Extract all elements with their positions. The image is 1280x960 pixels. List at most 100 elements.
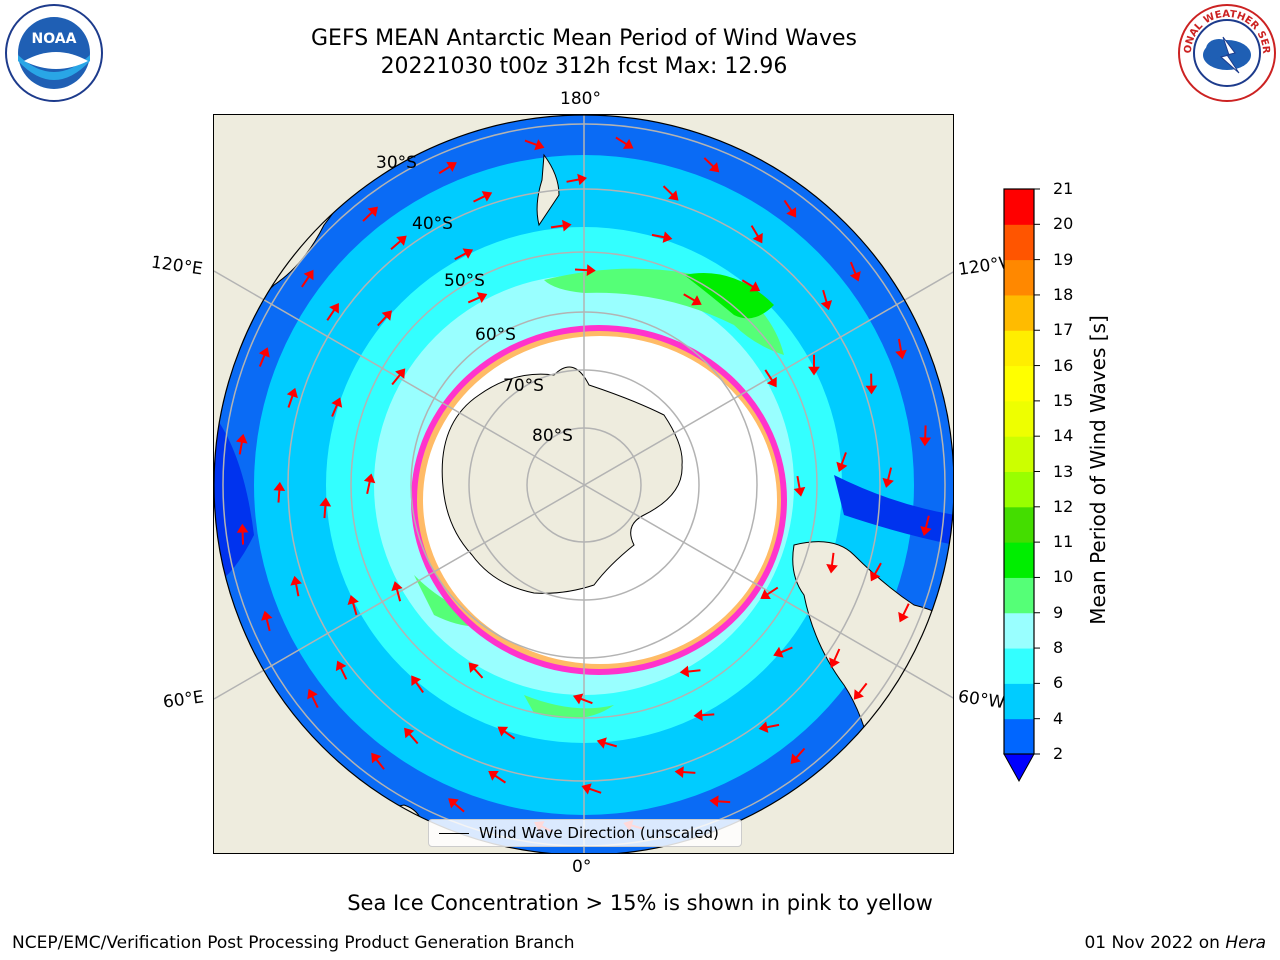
wave-direction-arrow	[319, 497, 332, 519]
colorbar-segment	[1004, 330, 1034, 367]
chart-subtitle: 20221030 t00z 312h fcst Max: 12.96	[380, 54, 788, 79]
wave-direction-arrow	[371, 752, 385, 770]
wave-direction-arrow	[651, 231, 673, 243]
wave-direction-arrow	[390, 235, 407, 251]
wave-period-9-10-west	[414, 575, 504, 627]
colorbar-segment	[1004, 683, 1034, 720]
wave-direction-arrow	[829, 648, 841, 668]
wave-direction-arrow	[448, 798, 465, 813]
wave-direction-arrow	[596, 737, 618, 749]
map-panel: 30°S 40°S 50°S 60°S 70°S 80°S Wind Wave …	[213, 114, 954, 854]
wave-direction-arrow	[895, 338, 907, 360]
wave-direction-arrow	[820, 289, 833, 311]
colorbar-tick-label: 8	[1053, 638, 1064, 658]
lon-label-60E: 60°E	[161, 687, 206, 713]
wave-direction-arrow	[709, 795, 731, 808]
colorbar-segment	[1004, 259, 1034, 296]
credit-line: NCEP/EMC/Verification Post Processing Pr…	[12, 933, 575, 953]
wave-direction-arrow	[550, 219, 572, 232]
colorbar-segment	[1004, 189, 1034, 225]
wave-direction-arrow	[683, 293, 702, 306]
wave-direction-arrow	[808, 354, 820, 376]
meridian-60E-120W	[214, 271, 953, 700]
wave-direction-arrow	[290, 575, 302, 597]
colorbar-segment	[1004, 648, 1034, 684]
lat-label-30S: 30°S	[376, 153, 417, 173]
wave-direction-arrow	[750, 225, 763, 244]
lon-label-120E: 120°E	[149, 252, 204, 280]
colorbar-segment	[1004, 471, 1034, 508]
colorbar-segment	[1004, 365, 1034, 402]
colorbar-tick-label: 12	[1053, 496, 1074, 516]
wave-direction-arrow	[693, 709, 715, 722]
wave-direction-arrow	[741, 279, 761, 292]
wave-direction-arrow	[331, 397, 343, 417]
wave-direction-arrow	[849, 261, 861, 282]
polar-map	[214, 115, 953, 853]
wave-direction-arrow	[760, 586, 779, 600]
wave-direction-arrow	[307, 688, 319, 709]
colorbar-tick-label: 11	[1053, 532, 1074, 552]
wave-direction-arrow	[920, 515, 932, 536]
wave-direction-arrow	[758, 721, 780, 733]
colorbar-segment	[1004, 612, 1034, 649]
sea-ice-footnote: Sea Ice Concentration > 15% is shown in …	[347, 891, 933, 915]
wave-direction-arrow	[335, 660, 348, 680]
wave-direction-arrow	[404, 727, 419, 745]
colorbar-tick-label: 19	[1053, 249, 1074, 269]
colorbar-tick-label: 18	[1053, 284, 1074, 304]
colorbar-segment	[1004, 718, 1034, 755]
wave-direction-arrow	[836, 452, 848, 472]
wave-direction-arrow	[273, 481, 286, 503]
wave-direction-arrow	[826, 552, 838, 574]
wave-direction-arrow	[497, 726, 516, 740]
wave-direction-arrow	[454, 248, 474, 261]
lat-label-60S: 60°S	[475, 325, 516, 345]
land-new-zealand	[536, 153, 560, 227]
colorbar-segment	[1004, 294, 1034, 331]
wave-period-10-11-patch	[684, 273, 774, 319]
run-date-text: 01 Nov 2022 on	[1084, 933, 1220, 953]
wave-direction-arrow	[362, 206, 378, 222]
legend-label: Wind Wave Direction (unscaled)	[479, 824, 719, 842]
colorbar-tick-label: 6	[1053, 673, 1064, 693]
colorbar-tick-label: 16	[1053, 355, 1074, 375]
colorbar-segment	[1004, 506, 1034, 543]
wave-direction-arrow	[674, 766, 696, 778]
colorbar-tick-label: 21	[1053, 179, 1074, 198]
wave-direction-arrow	[793, 475, 806, 497]
colorbar-tick-label: 14	[1053, 426, 1074, 446]
wave-direction-arrow	[261, 610, 273, 632]
wave-direction-arrow	[467, 292, 488, 304]
wave-direction-arrow	[615, 136, 634, 149]
lon-label-60W: 60°W	[956, 686, 1007, 714]
wave-direction-arrow	[662, 185, 679, 201]
wave-direction-arrow	[411, 675, 424, 694]
wave-direction-arrow	[524, 139, 545, 151]
run-date: 01 Nov 2022 on Hera	[1084, 933, 1266, 953]
wind-wave-arrows	[236, 136, 932, 833]
wave-direction-arrow	[898, 603, 910, 623]
colorbar-segment	[1004, 224, 1034, 261]
colorbar-segment	[1004, 542, 1034, 578]
wave-direction-arrow	[764, 369, 777, 388]
wave-direction-arrow	[581, 783, 602, 795]
wave-direction-arrow	[377, 310, 392, 327]
colorbar-tick-label: 10	[1053, 567, 1074, 587]
lat-label-70S: 70°S	[503, 376, 544, 396]
noaa-logo: NOAA	[5, 4, 103, 102]
nws-logo: NATIONAL WEATHER SERVICE	[1177, 3, 1276, 102]
wave-direction-arrow	[391, 368, 406, 386]
wave-direction-arrow	[679, 665, 701, 678]
wave-direction-arrow	[919, 425, 932, 447]
wave-direction-arrow	[236, 433, 248, 455]
wave-direction-arrow	[468, 662, 484, 679]
wave-direction-arrow	[488, 770, 507, 784]
wave-direction-arrow	[286, 387, 298, 408]
wave-direction-arrow	[790, 747, 806, 764]
colorbar-tick-label: 4	[1053, 708, 1064, 728]
colorbar-tick-label: 9	[1053, 602, 1064, 622]
colorbar-segment	[1004, 436, 1034, 472]
machine-name: Hera	[1225, 933, 1266, 953]
wave-direction-arrow	[783, 199, 797, 218]
